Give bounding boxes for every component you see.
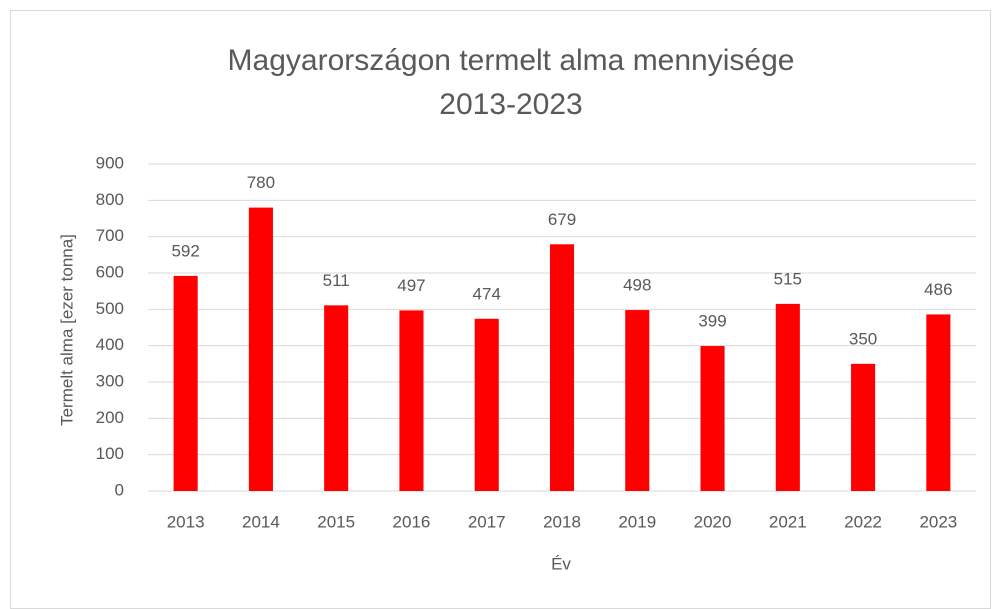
y-tick-label: 700 — [96, 226, 124, 245]
data-label: 486 — [924, 280, 952, 299]
x-axis-label: Év — [551, 554, 571, 573]
bar — [324, 305, 349, 491]
data-label: 350 — [849, 329, 877, 348]
x-tick-label: 2013 — [167, 512, 205, 531]
data-label: 592 — [171, 241, 199, 260]
x-tick-label: 2016 — [393, 512, 431, 531]
y-tick-label: 900 — [96, 153, 124, 172]
bar — [399, 310, 424, 491]
x-tick-label: 2018 — [543, 512, 581, 531]
y-tick-label: 400 — [96, 335, 124, 354]
data-label: 780 — [247, 173, 275, 192]
data-label: 515 — [774, 269, 802, 288]
x-tick-label: 2019 — [618, 512, 656, 531]
data-label: 511 — [323, 271, 350, 290]
y-tick-label: 800 — [96, 190, 124, 209]
x-tick-label: 2017 — [468, 512, 506, 531]
y-tick-label: 600 — [96, 262, 124, 281]
y-tick-label: 200 — [96, 408, 124, 427]
bar — [926, 314, 951, 491]
bar — [549, 244, 575, 491]
y-tick-label: 100 — [96, 444, 124, 463]
bar — [775, 303, 800, 491]
data-label: 498 — [623, 276, 651, 295]
x-tick-label: 2022 — [844, 512, 882, 531]
chart-title: Magyarországon termelt alma mennyisége — [228, 44, 795, 77]
bar — [851, 363, 876, 491]
x-tick-label: 2015 — [317, 512, 355, 531]
bar — [248, 207, 273, 491]
chart-title: 2013-2023 — [439, 88, 582, 121]
x-tick-label: 2021 — [769, 512, 807, 531]
y-tick-label: 500 — [96, 299, 124, 318]
x-tick-label: 2014 — [242, 512, 280, 531]
bar — [625, 310, 650, 491]
bar — [700, 346, 725, 491]
y-axis-label: Termelt alma [ezer tonna] — [57, 234, 76, 426]
data-label: 679 — [548, 210, 576, 229]
data-label: 497 — [397, 276, 425, 295]
data-label: 399 — [698, 312, 726, 331]
bar — [474, 318, 499, 491]
x-tick-label: 2023 — [919, 512, 957, 531]
bar — [173, 275, 198, 491]
y-tick-label: 0 — [115, 480, 124, 499]
x-tick-label: 2020 — [694, 512, 732, 531]
y-tick-label: 300 — [96, 371, 124, 390]
data-label: 474 — [473, 284, 501, 303]
